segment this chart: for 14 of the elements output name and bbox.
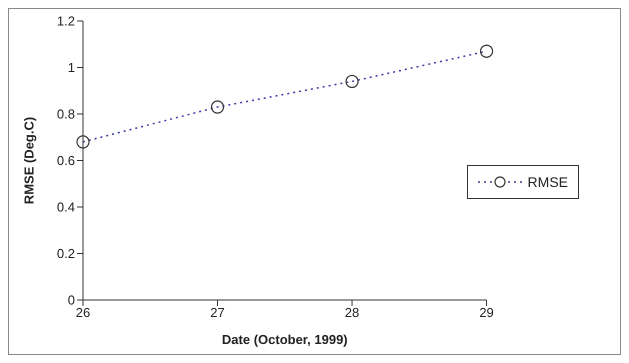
x-tick-label: 29 (479, 305, 494, 320)
y-axis-title: RMSE (Deg.C) (22, 116, 37, 204)
x-tick-label: 27 (210, 305, 225, 320)
y-tick-label: 0.8 (56, 106, 75, 122)
y-tick-label: 0 (68, 292, 75, 308)
x-tick-label: 28 (344, 305, 360, 320)
x-axis-title: Date (October, 1999) (222, 332, 348, 347)
y-tick-label: 0.4 (56, 200, 75, 215)
y-tick-label: 0.2 (56, 246, 75, 262)
legend-label: RMSE (526, 174, 568, 190)
x-tick-label: 26 (76, 305, 90, 320)
y-tick-label: 1 (68, 60, 75, 76)
y-tick-label: 1.2 (56, 14, 75, 29)
y-tick-label: 0.6 (56, 153, 75, 168)
